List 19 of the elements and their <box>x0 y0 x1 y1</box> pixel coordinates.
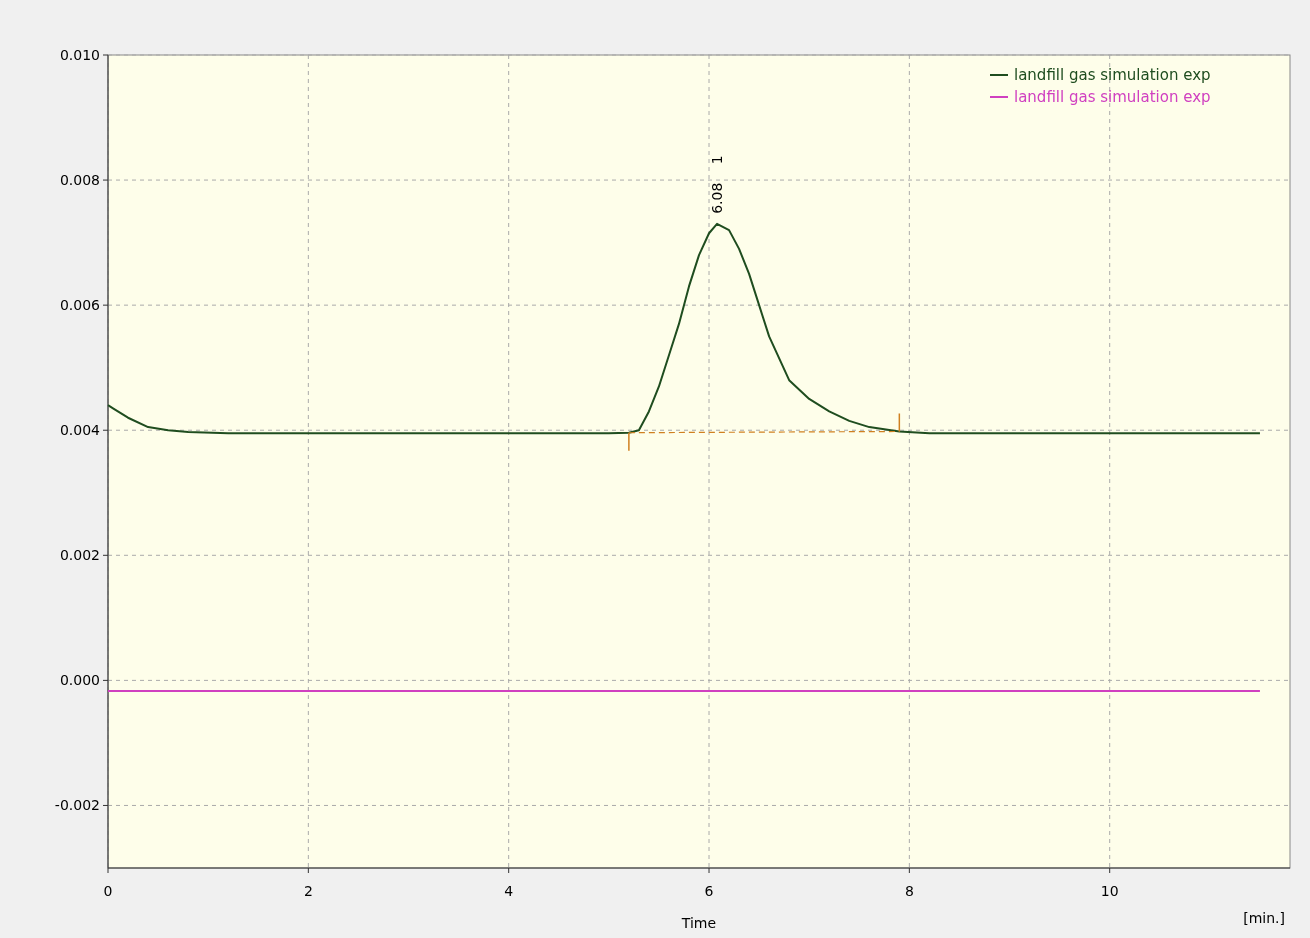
y-tick-label: -0.002 <box>54 797 100 814</box>
x-tick-label: 2 <box>303 883 313 899</box>
annotation: 6.08 1 <box>709 155 726 214</box>
y-tick-label: 0.010 <box>59 47 100 63</box>
x-tick-label: 6 <box>704 883 714 899</box>
y-tick-label: 0.006 <box>59 297 101 314</box>
y-tick-label: 0.002 <box>59 547 100 564</box>
y-tick-label: 0.004 <box>59 422 101 439</box>
x-axis-title: Time <box>680 915 717 931</box>
text: [min.] <box>1243 910 1285 926</box>
x-tick-label: 4 <box>504 883 514 899</box>
x-tick-label: 0 <box>103 883 113 899</box>
x-tick-label: 10 <box>1100 883 1119 899</box>
legend-label: landfill gas simulation exp <box>1014 66 1211 84</box>
x-tick-label: 8 <box>904 883 914 899</box>
y-tick-label: 0.008 <box>59 172 100 189</box>
legend-label: landfill gas simulation exp <box>1014 88 1211 106</box>
line-series <box>107 222 1261 435</box>
y-tick-label: 0.000 <box>59 672 100 689</box>
